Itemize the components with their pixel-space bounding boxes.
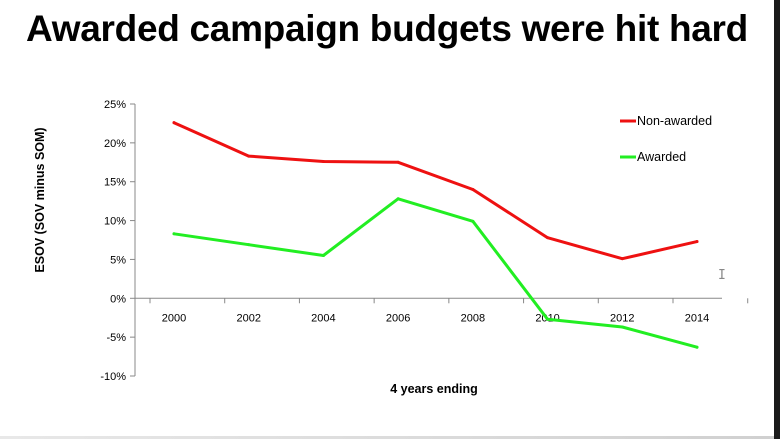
text-cursor-icon: I (718, 268, 726, 283)
y-tick-label: 25% (104, 99, 126, 111)
data-point (471, 219, 475, 223)
x-tick-label: 2000 (162, 312, 186, 324)
y-tick-label: 15% (104, 177, 126, 189)
data-point (471, 187, 475, 191)
y-axis-title: ESOV (SOV minus SOM) (33, 127, 47, 272)
data-point (172, 232, 176, 236)
y-tick-label: 10% (104, 216, 126, 228)
x-tick-label: 2004 (311, 312, 335, 324)
series-line-awarded (172, 197, 699, 349)
legend-label: Awarded (637, 150, 686, 164)
x-axis: 20002002200420062008201020122014 (135, 297, 749, 324)
legend: Non-awarded Awarded (620, 114, 712, 164)
window-edge (774, 0, 780, 439)
data-point (620, 325, 624, 329)
data-point (247, 243, 251, 247)
y-tick-label: 0% (110, 293, 126, 305)
data-point (695, 345, 699, 349)
series-layer (172, 121, 699, 349)
y-axis: 25% 20% 15% 10% 5% 0% -5% -10% (100, 99, 136, 383)
x-tick-label: 2014 (685, 312, 709, 324)
y-tick-label: -5% (106, 332, 126, 344)
x-tick-label: 2012 (610, 312, 634, 324)
page-title: Awarded campaign budgets were hit hard (26, 8, 748, 49)
x-tick-label: 2002 (236, 312, 260, 324)
data-point (546, 317, 550, 321)
data-point (172, 121, 176, 125)
x-tick-label: 2008 (461, 312, 485, 324)
y-tick-label: -10% (100, 371, 126, 383)
legend-label: Non-awarded (637, 114, 712, 128)
y-tick-label: 20% (104, 138, 126, 150)
data-point (396, 160, 400, 164)
series-line-non-awarded (172, 121, 699, 261)
x-tick-label: 2006 (386, 312, 410, 324)
data-point (546, 236, 550, 240)
data-point (247, 154, 251, 158)
y-tick-label: 5% (110, 254, 126, 266)
bottom-strip (0, 436, 774, 439)
data-point (321, 160, 325, 164)
data-point (695, 240, 699, 244)
data-point (620, 257, 624, 261)
data-point (321, 254, 325, 258)
x-axis-title: 4 years ending (390, 382, 478, 396)
data-point (396, 197, 400, 201)
